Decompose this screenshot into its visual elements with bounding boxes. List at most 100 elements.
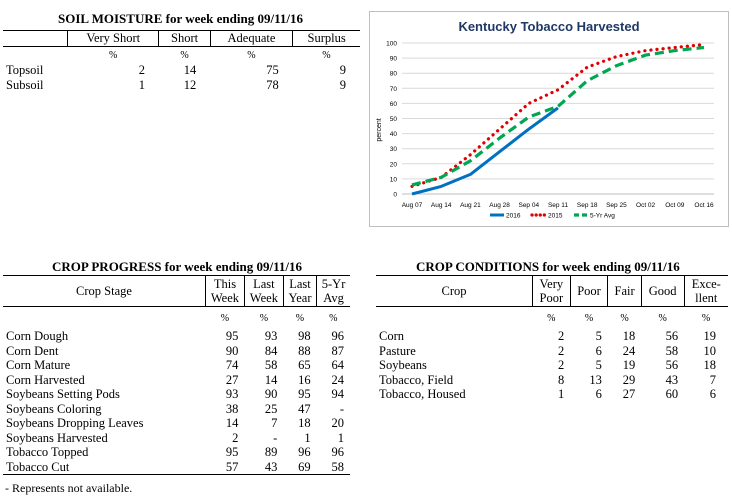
table-row: Corn Dough 95 93 98 96 xyxy=(3,329,350,344)
table-row: Soybeans Harvested 2 - 1 1 xyxy=(3,431,350,446)
row-label: Soybeans Coloring xyxy=(6,401,102,416)
tobacco-harvested-chart: Kentucky Tobacco Harvested percent 0 10 20… xyxy=(369,11,729,227)
row-label: Tobacco, Housed xyxy=(379,387,466,402)
table-cell: 18 xyxy=(622,329,636,344)
x-tick-label: Sep 25 xyxy=(606,202,627,209)
table-cell: 47 xyxy=(298,401,311,416)
table-cell: 9 xyxy=(339,63,346,77)
table-cell: 27 xyxy=(225,372,239,387)
header-text: Exce- xyxy=(691,277,721,291)
table-cell: - xyxy=(273,430,278,445)
table-header-row: Crop Very Poor Poor Fair Good Exce-llent xyxy=(376,275,728,307)
header-text: Last xyxy=(253,277,275,291)
column-header xyxy=(3,30,68,47)
table-cell: 9 xyxy=(339,78,346,92)
soil-moisture-table: Very Short Short Adequate Surplus % % % … xyxy=(3,30,360,93)
table-cell: 19 xyxy=(622,358,636,373)
row-label: Topsoil xyxy=(6,63,44,77)
unit-cell: % xyxy=(620,312,629,324)
header-text: Poor xyxy=(539,291,564,305)
table-row: Corn Mature 74 58 65 64 xyxy=(3,358,350,373)
table-cell: 6 xyxy=(595,387,602,402)
header-text: Poor xyxy=(577,284,601,298)
column-header-last-week: Last Week xyxy=(244,275,284,307)
table-cell: 93 xyxy=(225,387,239,402)
x-tick-label: Oct 16 xyxy=(694,202,714,209)
table-cell: 1 xyxy=(304,430,311,445)
table-cell: 43 xyxy=(264,459,278,474)
unit-cell: % xyxy=(658,312,667,324)
unit-cell: % xyxy=(180,49,189,61)
table-cell: 58 xyxy=(331,459,345,474)
crop-progress-table: Crop Stage This Week Last Week Last Year 5-… xyxy=(3,275,350,475)
table-cell: 19 xyxy=(703,329,717,344)
column-header-adequate: Adequate xyxy=(210,30,294,47)
row-label: Tobacco Cut xyxy=(6,459,70,474)
table-cell: 98 xyxy=(298,329,311,344)
row-label: Soybeans xyxy=(379,358,427,373)
table-cell: 2 xyxy=(557,329,565,344)
y-tick-label: 80 xyxy=(390,71,398,78)
y-axis-label: percent xyxy=(376,118,383,141)
x-tick-label: Aug 14 xyxy=(431,202,452,209)
x-tick-label: Aug 21 xyxy=(460,202,481,209)
row-label: Pasture xyxy=(379,343,416,358)
table-cell: 5 xyxy=(595,329,602,344)
table-cell: 2 xyxy=(557,358,565,373)
chart-title: Kentucky Tobacco Harvested xyxy=(458,19,639,34)
unit-cell xyxy=(376,307,533,330)
table-row: Pasture 2 6 24 58 10 xyxy=(376,344,728,359)
unit-cell: % xyxy=(329,312,338,324)
y-tick-label: 90 xyxy=(390,56,398,63)
table-row: Corn 2 5 18 56 19 xyxy=(376,329,728,344)
row-label: Corn Dough xyxy=(6,329,69,344)
table-cell: 95 xyxy=(225,445,239,460)
row-label: Tobacco Topped xyxy=(6,445,89,460)
row-label: Soybeans Setting Pods xyxy=(6,387,120,402)
table-cell: 24 xyxy=(622,343,636,358)
table-cell: 58 xyxy=(264,358,278,373)
crop-conditions-title: CROP CONDITIONS for week ending 09/11/16 xyxy=(416,259,680,274)
header-text: Avg xyxy=(323,291,344,305)
table-cell: 7 xyxy=(709,372,716,387)
table-cell: 2 xyxy=(557,343,565,358)
table-cell: - xyxy=(339,401,344,416)
series-line-2015 xyxy=(410,42,706,188)
table-cell: 1 xyxy=(557,387,565,402)
table-row: Corn Dent 90 84 88 87 xyxy=(3,344,350,359)
footnote: - Represents not available. xyxy=(5,481,133,495)
table-row: Tobacco, Housed 1 6 27 60 6 xyxy=(376,387,728,402)
unit-cell: % xyxy=(220,312,230,324)
row-label: Corn Dent xyxy=(6,343,59,358)
table-cell: 96 xyxy=(298,445,311,460)
table-row: Soybeans 2 5 19 56 18 xyxy=(376,358,728,373)
header-text: 5-Yr xyxy=(321,277,346,291)
crop-conditions-table: Crop Very Poor Poor Fair Good Exce-llent … xyxy=(376,275,728,402)
x-tick-label: Sep 18 xyxy=(577,202,598,209)
table-cell: 88 xyxy=(298,343,311,358)
header-text: Crop Stage xyxy=(76,284,132,298)
table-cell: 24 xyxy=(331,372,345,387)
table-cell: 56 xyxy=(665,329,679,344)
table-cell: 2 xyxy=(138,63,145,77)
table-cell: 56 xyxy=(665,358,679,373)
header-text: Week xyxy=(210,291,240,305)
table-cell: 84 xyxy=(264,343,278,358)
table-cell: 43 xyxy=(665,372,679,387)
y-tick-label: 40 xyxy=(390,131,398,138)
legend-label: 2016 xyxy=(506,213,521,220)
column-header-very-short: Very Short xyxy=(67,30,160,47)
row-label: Soybeans Harvested xyxy=(6,430,108,445)
table-row: Topsoil 2 14 75 9 xyxy=(3,63,360,78)
header-text: Week xyxy=(249,291,278,305)
column-header-crop-stage: Crop Stage xyxy=(3,275,206,307)
chart-series xyxy=(410,42,706,196)
table-cell: 16 xyxy=(298,372,311,387)
column-header-good: Good xyxy=(641,275,685,307)
table-cell: 29 xyxy=(622,372,636,387)
x-tick-labels: Aug 07 Aug 14 Aug 21 Aug 28 Sep 04 Sep 11 Sep … xyxy=(402,202,714,209)
legend-label: 2015 xyxy=(548,213,563,220)
column-header-poor: Poor xyxy=(570,275,609,307)
table-cell: 13 xyxy=(589,372,602,387)
chart-legend: 2016 2015 5-Yr Avg xyxy=(490,213,615,220)
